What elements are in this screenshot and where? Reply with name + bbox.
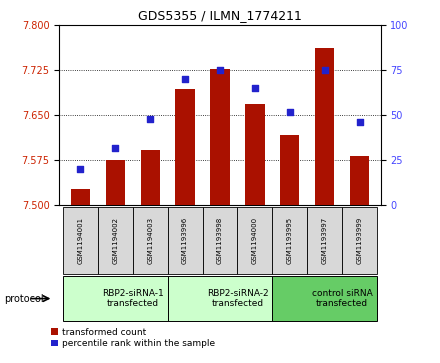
Text: GSM1194001: GSM1194001 [77, 217, 83, 264]
Text: protocol: protocol [4, 294, 44, 303]
Bar [168, 276, 272, 321]
Bar [202, 207, 238, 274]
Text: control siRNA
transfected: control siRNA transfected [312, 289, 373, 308]
Text: GSM1193999: GSM1193999 [357, 217, 363, 264]
Bar [238, 207, 272, 274]
Text: GSM1194003: GSM1194003 [147, 217, 153, 264]
Bar [272, 276, 377, 321]
Text: GSM1194002: GSM1194002 [112, 217, 118, 264]
Legend: transformed count, percentile rank within the sample: transformed count, percentile rank withi… [51, 327, 215, 348]
Bar [106, 160, 125, 205]
Bar [176, 90, 194, 205]
Bar [140, 150, 160, 205]
Text: GSM1193995: GSM1193995 [287, 217, 293, 264]
Bar [98, 207, 133, 274]
Bar [133, 207, 168, 274]
Bar [307, 207, 342, 274]
Point [216, 68, 224, 73]
Point [182, 76, 189, 82]
Text: GSM1193997: GSM1193997 [322, 217, 328, 264]
Bar [315, 48, 334, 205]
Text: GSM1194000: GSM1194000 [252, 217, 258, 264]
Point [77, 166, 84, 172]
Point [251, 85, 258, 91]
Bar [63, 207, 98, 274]
Bar [168, 207, 202, 274]
Bar [272, 207, 307, 274]
Point [147, 116, 154, 122]
Point [286, 109, 293, 115]
Point [321, 68, 328, 73]
Text: GSM1193996: GSM1193996 [182, 217, 188, 264]
Bar [342, 207, 377, 274]
Point [356, 119, 363, 125]
Bar [210, 69, 230, 205]
Text: RBP2-siRNA-1
transfected: RBP2-siRNA-1 transfected [102, 289, 164, 308]
Text: GSM1193998: GSM1193998 [217, 217, 223, 264]
Bar [71, 189, 90, 205]
Text: GDS5355 / ILMN_1774211: GDS5355 / ILMN_1774211 [138, 9, 302, 22]
Bar [246, 105, 264, 205]
Bar [63, 276, 168, 321]
Bar [350, 156, 369, 205]
Text: RBP2-siRNA-2
transfected: RBP2-siRNA-2 transfected [207, 289, 268, 308]
Point [112, 145, 119, 151]
Bar [280, 135, 300, 205]
